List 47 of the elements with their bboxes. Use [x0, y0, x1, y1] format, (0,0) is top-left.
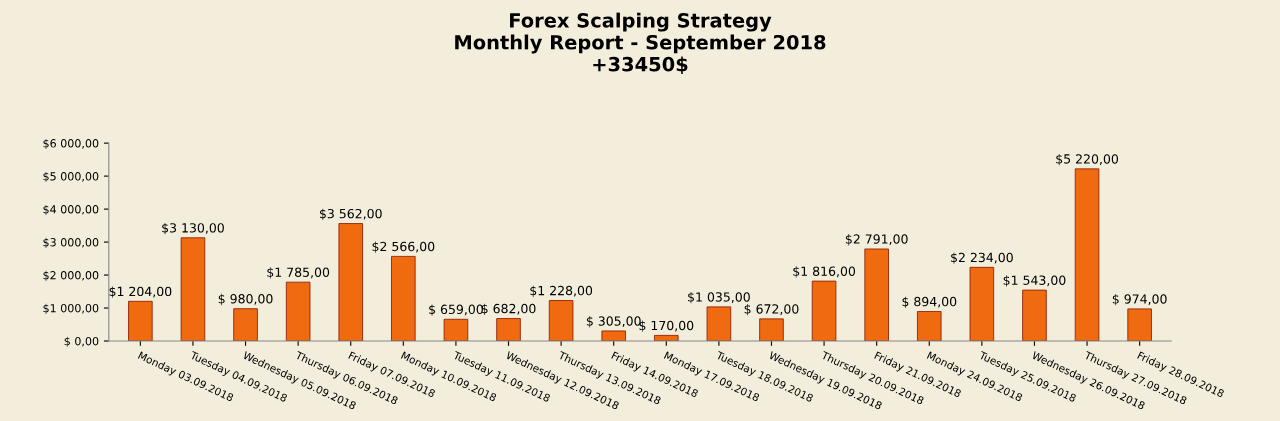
data-label: $ 659,00: [429, 304, 483, 316]
bar: [338, 223, 363, 342]
data-label: $1 543,00: [1003, 275, 1066, 287]
data-label: $1 228,00: [530, 285, 593, 297]
bar: [601, 330, 626, 342]
y-tick-label: $ 0,00: [64, 336, 99, 347]
bar: [128, 300, 153, 342]
y-tick-label: $6 000,00: [43, 138, 99, 149]
data-label: $3 562,00: [319, 208, 382, 220]
data-label: $1 816,00: [793, 266, 856, 278]
data-label: $ 672,00: [744, 303, 799, 316]
data-label: $1 035,00: [688, 292, 750, 304]
data-label: $ 305,00: [586, 316, 641, 328]
data-label: $5 220,00: [1056, 153, 1119, 166]
y-tick-label: $3 000,00: [43, 237, 99, 248]
data-label: $3 130,00: [162, 222, 224, 235]
data-label: $1 785,00: [267, 267, 330, 279]
data-label: $2 791,00: [845, 234, 908, 246]
bar: [811, 280, 837, 342]
y-tick-label: $1 000,00: [43, 303, 99, 314]
bar: [706, 306, 732, 342]
y-tick-label: $2 000,00: [43, 270, 99, 281]
bar: [233, 308, 258, 342]
y-tick-label: $5 000,00: [43, 171, 99, 182]
bar: [443, 318, 469, 342]
data-label: $2 566,00: [372, 241, 435, 253]
data-label: $ 682,00: [481, 303, 536, 315]
data-label: $2 234,00: [951, 252, 1013, 264]
data-label: $1 204,00: [109, 286, 172, 298]
bar: [1074, 168, 1100, 342]
bar: [864, 248, 889, 342]
chart-title: Forex Scalping Strategy Monthly Report - September 2018 +33450$: [455, 12, 826, 75]
bar: [548, 300, 574, 342]
bar: [496, 318, 521, 342]
data-label: $ 170,00: [639, 320, 694, 332]
bar: [391, 255, 416, 342]
data-label: $ 894,00: [902, 296, 957, 308]
y-tick-label: $4 000,00: [43, 204, 99, 215]
data-label: $ 980,00: [218, 293, 273, 306]
data-label: $ 974,00: [1112, 294, 1167, 306]
bar: [969, 266, 995, 342]
bar: [1127, 308, 1152, 342]
bar: [917, 311, 942, 342]
bar: [285, 281, 311, 342]
bar: [759, 318, 784, 342]
bar: [1022, 289, 1047, 342]
bar: [180, 237, 206, 342]
